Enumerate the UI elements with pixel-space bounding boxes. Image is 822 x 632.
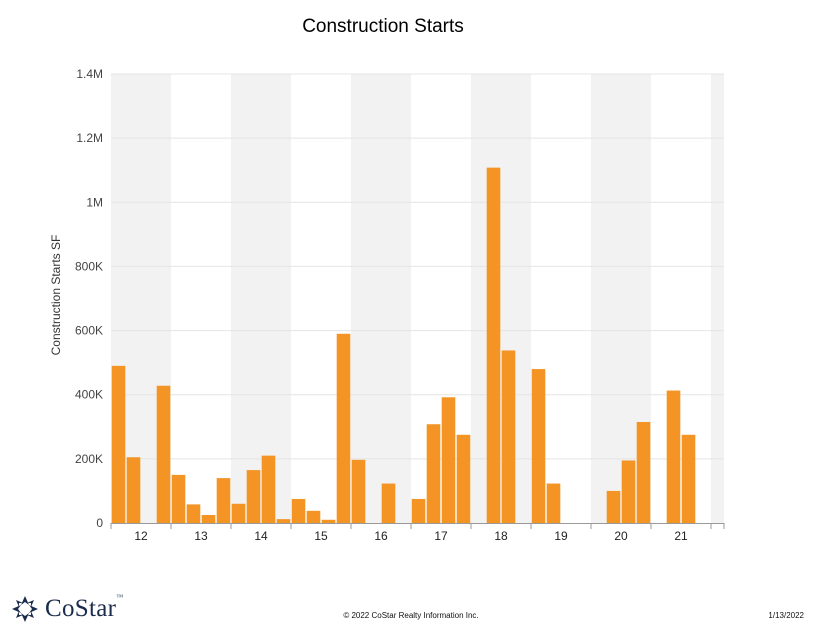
costar-logo-icon	[12, 596, 38, 622]
copyright-text: © 2022 CoStar Realty Information Inc.	[343, 611, 479, 620]
x-axis-ticks: 12 13 14 15 16 17 18 19 20 21	[134, 529, 688, 543]
bar	[276, 519, 291, 523]
bar	[636, 421, 651, 523]
bar	[666, 390, 681, 523]
bar	[681, 434, 696, 523]
x-axis	[110, 523, 725, 529]
x-tick-label: 13	[194, 529, 208, 543]
bar	[621, 460, 636, 523]
bar	[111, 365, 126, 523]
year-band-16	[351, 74, 411, 523]
x-tick-label: 18	[494, 529, 508, 543]
bars	[111, 167, 696, 524]
bar	[381, 483, 396, 523]
x-tick-label: 19	[554, 529, 568, 543]
y-tick-label: 1M	[86, 195, 103, 209]
construction-starts-chart: 0 200K 400K 600K 800K 1M 1.2M 1.4M 12 13 14 15 16 17…	[49, 16, 725, 543]
bar	[201, 514, 216, 523]
bar	[486, 167, 501, 524]
bar	[441, 397, 456, 523]
x-tick-label: 20	[614, 529, 628, 543]
bar	[306, 510, 321, 523]
bar	[216, 478, 231, 523]
y-axis-ticks: 0 200K 400K 600K 800K 1M 1.2M 1.4M	[75, 67, 103, 530]
bar	[321, 519, 336, 523]
bar	[546, 483, 561, 523]
y-tick-label: 800K	[75, 259, 103, 273]
y-tick-label: 600K	[75, 324, 103, 338]
chart-title: Construction Starts	[302, 16, 464, 37]
year-band-18	[471, 74, 531, 523]
x-tick-label: 21	[674, 529, 688, 543]
bar	[351, 459, 366, 523]
bar	[261, 455, 276, 523]
x-tick-label: 15	[314, 529, 328, 543]
x-tick-label: 12	[134, 529, 148, 543]
x-tick-label: 14	[254, 529, 268, 543]
bar	[336, 333, 351, 523]
bar	[531, 369, 546, 523]
costar-logo: CoStar™	[11, 593, 124, 624]
costar-logo-text: CoStar™	[45, 593, 124, 622]
bar	[606, 490, 621, 523]
x-tick-label: 16	[374, 529, 388, 543]
bar	[246, 470, 261, 523]
bar	[171, 474, 186, 523]
bar	[291, 498, 306, 523]
bar	[501, 350, 516, 523]
y-tick-label: 1.4M	[76, 67, 103, 81]
y-axis-label: Construction Starts SF	[49, 235, 63, 356]
bar	[411, 498, 426, 523]
report-date: 1/13/2022	[768, 611, 804, 620]
bar	[186, 504, 201, 523]
year-bands	[111, 74, 724, 523]
bar	[156, 385, 171, 523]
bar	[426, 424, 441, 523]
year-band-tail	[711, 74, 724, 523]
bar	[126, 457, 141, 523]
gridlines	[111, 73, 724, 460]
y-tick-label: 200K	[75, 452, 103, 466]
bar	[231, 503, 246, 523]
y-tick-label: 0	[96, 516, 103, 530]
y-tick-label: 400K	[75, 388, 103, 402]
bar	[456, 434, 471, 523]
y-tick-label: 1.2M	[76, 131, 103, 145]
year-band-14	[231, 74, 291, 523]
x-tick-label: 17	[434, 529, 448, 543]
